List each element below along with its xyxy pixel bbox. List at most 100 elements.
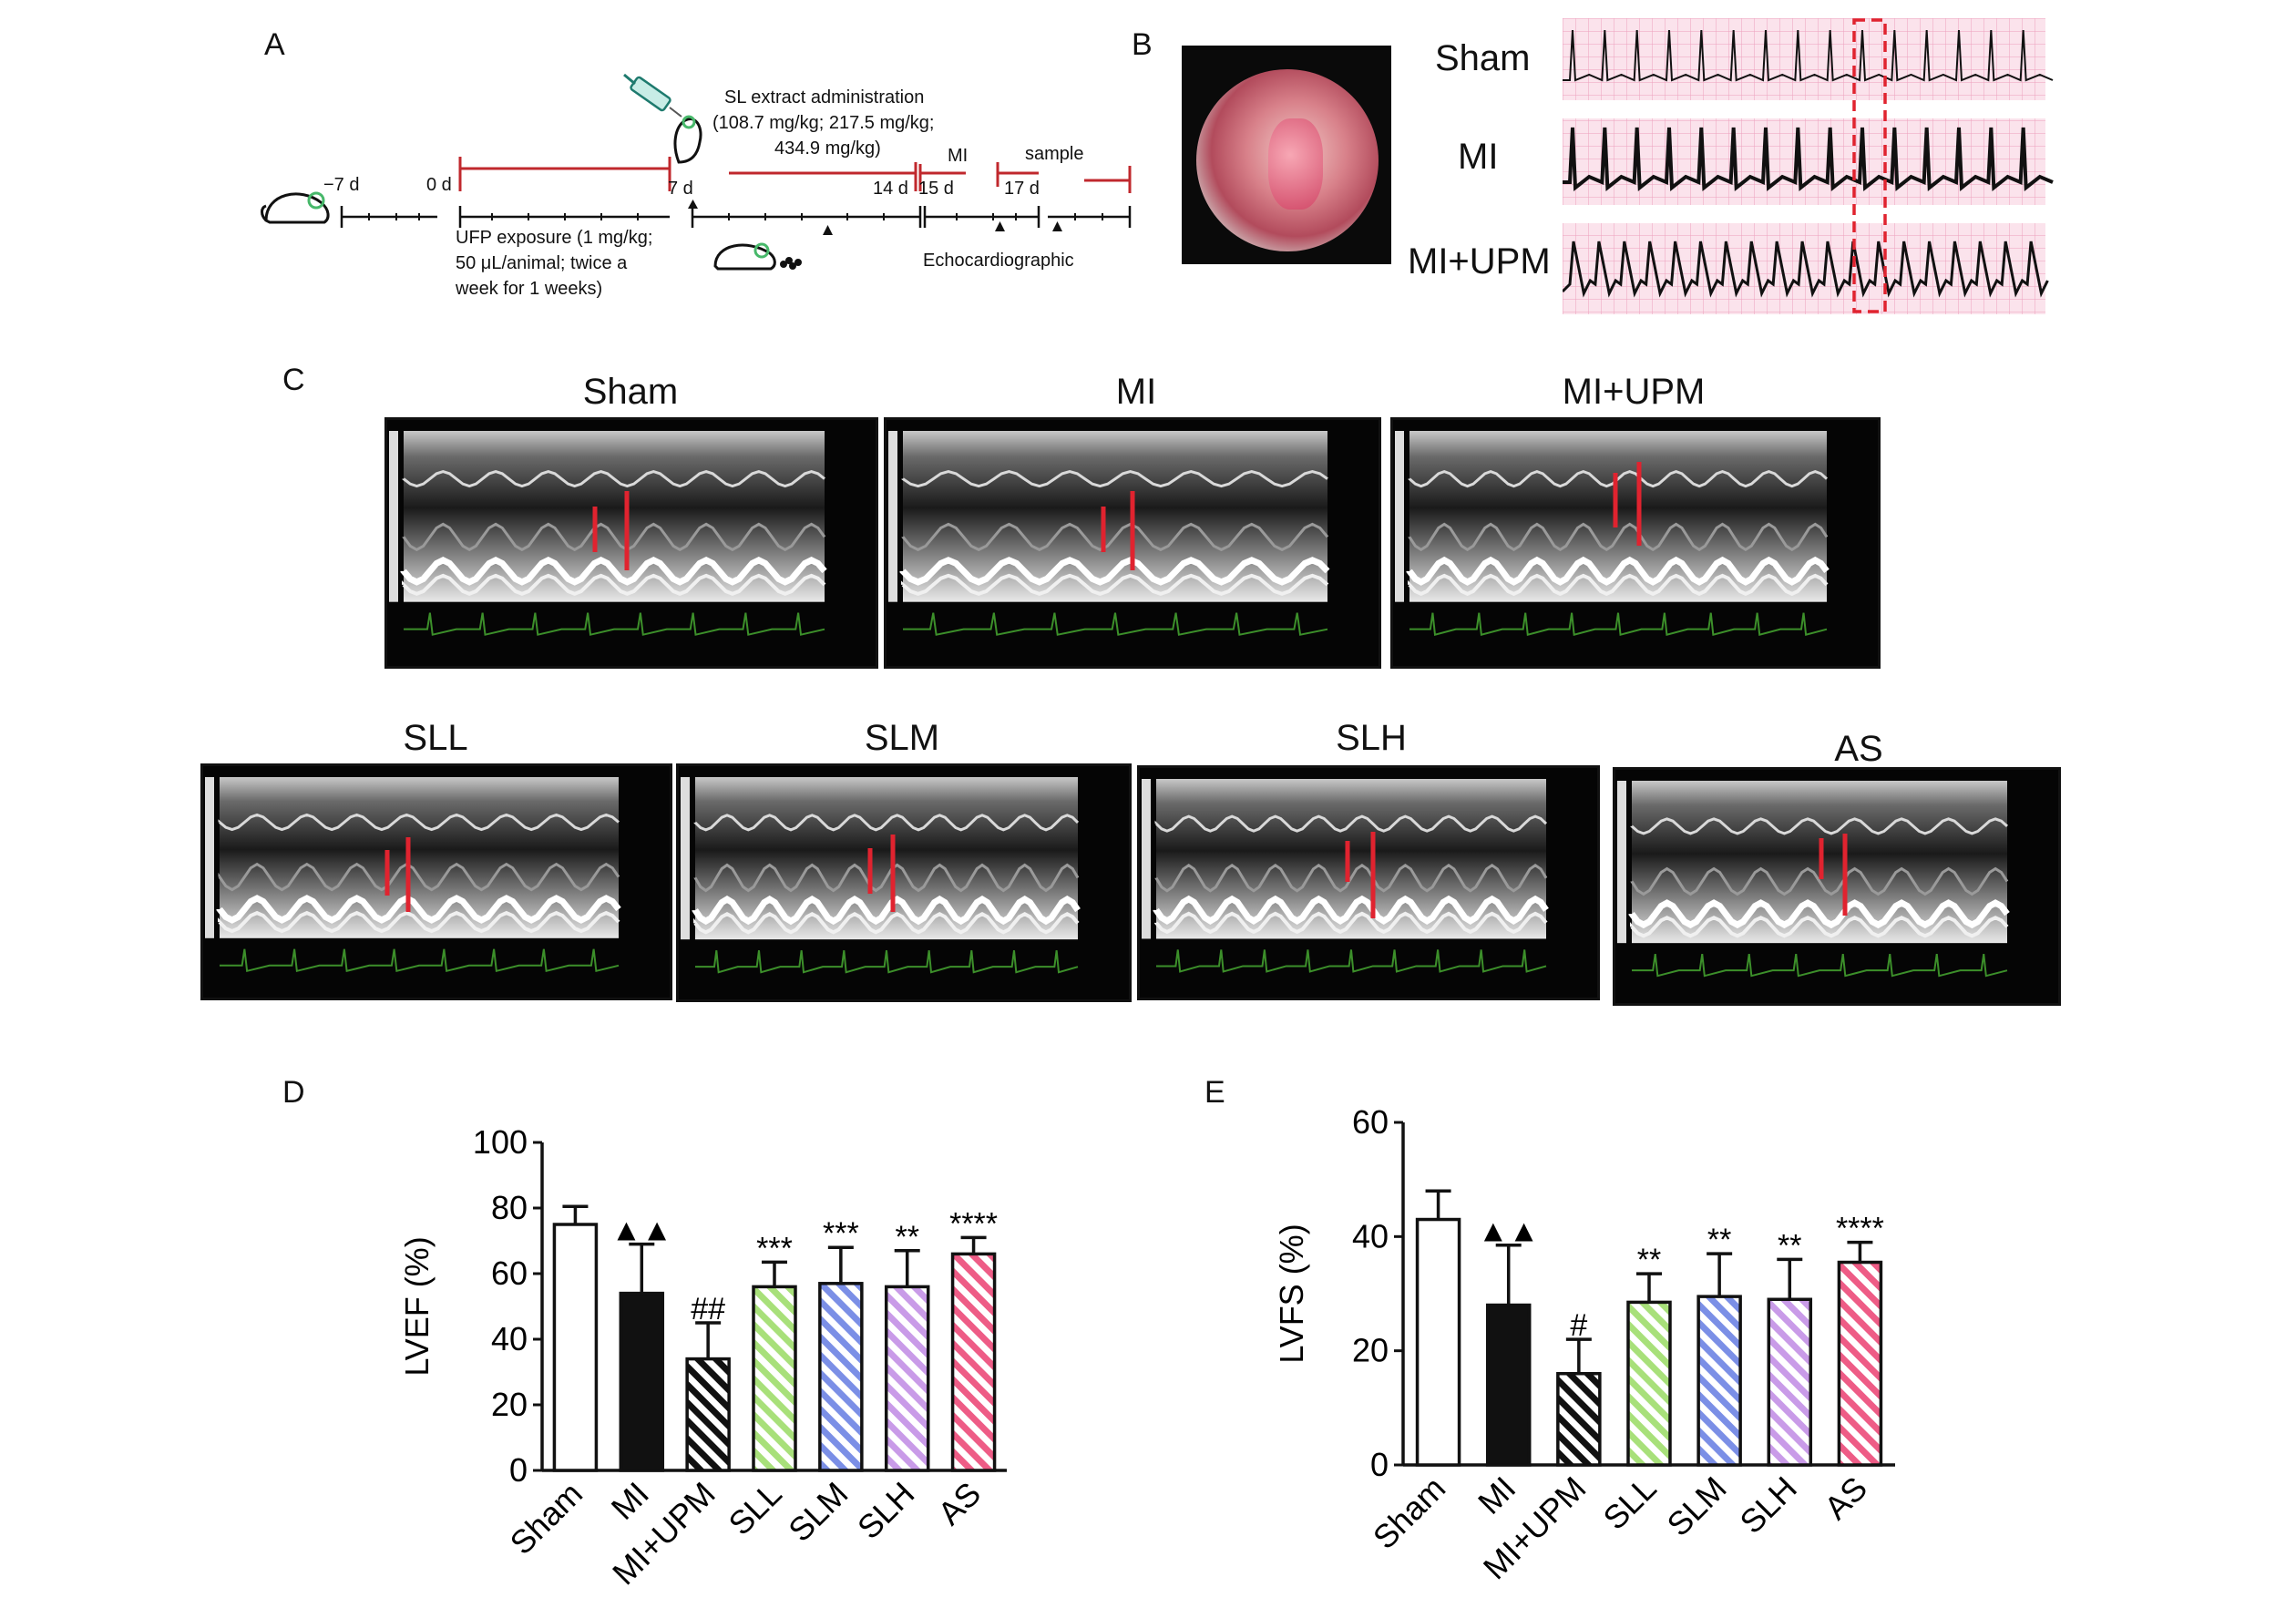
bar xyxy=(619,1291,665,1472)
ecg-row-label: MI xyxy=(1458,137,1499,177)
x-tick-label: AS xyxy=(930,1475,988,1532)
significance-label: ▲▲ xyxy=(611,1214,672,1248)
x-tick-label: AS xyxy=(1817,1470,1874,1527)
bar xyxy=(1415,1217,1461,1467)
x-tick-label: MI xyxy=(604,1475,656,1527)
echo-ecg-trace xyxy=(1632,954,2008,978)
echo-ecg-trace xyxy=(903,612,1328,636)
mouse-feeding-icon xyxy=(713,242,802,271)
echo-title: SLL xyxy=(403,718,468,758)
day-label: 17 d xyxy=(1004,179,1040,199)
x-tick-label: SLH xyxy=(850,1475,922,1547)
y-tick-label: 60 xyxy=(491,1254,528,1292)
bar xyxy=(1767,1297,1813,1467)
y-tick-label: 0 xyxy=(509,1451,528,1489)
bar xyxy=(552,1223,599,1472)
echo-mmode-image xyxy=(384,417,878,669)
ecg-strip-mi xyxy=(1563,118,2045,205)
ufp-text-line3: week for 1 weeks) xyxy=(456,279,603,299)
ufp-text-line2: 50 μL/animal; twice a xyxy=(456,253,628,273)
ecg-row-label: MI+UPM xyxy=(1408,241,1551,282)
mi-label: MI xyxy=(948,146,969,166)
echo-ecg-trace xyxy=(1409,612,1828,636)
echo-mmode-image xyxy=(1613,767,2061,1006)
day-label: 7 d xyxy=(668,179,693,199)
echo-ecg-trace xyxy=(220,948,620,973)
mouse-head-icon xyxy=(673,115,702,164)
echo-mmode-image xyxy=(200,763,672,1000)
ecg-trace xyxy=(1563,127,2054,191)
day-label: 0 d xyxy=(426,175,452,195)
highlight-box xyxy=(1852,18,1887,313)
extract-doses-line1: (108.7 mg/kg; 217.5 mg/kg; xyxy=(712,113,935,133)
echo-mmode-image xyxy=(1390,417,1881,669)
y-tick-label: 40 xyxy=(1352,1217,1389,1254)
x-tick-label: SLM xyxy=(781,1475,855,1549)
echo-title: MI xyxy=(1115,372,1157,412)
significance-label: ** xyxy=(1778,1228,1801,1263)
surgery-photo xyxy=(1182,46,1391,264)
panel-letter-d: D xyxy=(282,1075,305,1110)
ecg-strip-mi-upm xyxy=(1563,223,2045,314)
echo-ecg-trace xyxy=(695,950,1079,974)
bar xyxy=(884,1285,930,1472)
panel-letter-b: B xyxy=(1132,27,1153,62)
ecg-strips xyxy=(1563,18,2054,314)
x-tick-label: SLL xyxy=(721,1475,788,1542)
bar xyxy=(1837,1260,1883,1467)
significance-label: ** xyxy=(1637,1243,1661,1277)
day-label: −7 d xyxy=(323,175,360,195)
significance-label: *** xyxy=(756,1231,793,1265)
y-tick-label: 0 xyxy=(1370,1446,1389,1483)
echo-mmode-image xyxy=(1137,765,1600,1000)
echo-mmode-image xyxy=(676,763,1132,1002)
ecg-row-label: Sham xyxy=(1435,38,1531,78)
bar xyxy=(1485,1303,1532,1467)
ecg-trace xyxy=(1563,241,2049,298)
y-axis-label: LVEF (%) xyxy=(398,1236,436,1376)
significance-label: ## xyxy=(691,1292,725,1326)
echo-ecg-trace xyxy=(404,612,825,636)
ecg-strip-sham xyxy=(1563,18,2045,100)
bar xyxy=(950,1252,997,1472)
significance-label: **** xyxy=(949,1206,998,1241)
panel-letter-a: A xyxy=(264,27,285,62)
echo-label: Echocardiographic xyxy=(923,251,1074,271)
day-label: 14 d xyxy=(873,179,908,199)
significance-label: *** xyxy=(823,1216,859,1251)
y-tick-label: 60 xyxy=(1352,1103,1389,1141)
y-tick-label: 20 xyxy=(491,1386,528,1423)
ufp-text-line1: UFP exposure (1 mg/kg; xyxy=(456,228,653,248)
bar xyxy=(1556,1371,1602,1467)
extract-doses-line2: 434.9 mg/kg) xyxy=(774,138,881,159)
timeline-diagram xyxy=(261,73,1132,271)
x-tick-label: MI xyxy=(1471,1470,1522,1521)
x-tick-label: SLL xyxy=(1595,1470,1663,1537)
echo-title: SLH xyxy=(1336,718,1407,758)
echo-title: AS xyxy=(1834,729,1883,769)
y-axis-label: LVFS (%) xyxy=(1273,1224,1310,1363)
echo-title: Sham xyxy=(582,372,679,412)
bar xyxy=(1696,1295,1742,1467)
y-tick-label: 80 xyxy=(491,1189,528,1226)
echo-title: MI+UPM xyxy=(1562,372,1706,412)
echo-ecg-trace xyxy=(1156,949,1547,973)
significance-label: # xyxy=(1570,1308,1587,1343)
marker-triangle xyxy=(688,200,698,209)
extract-title: SL extract administration xyxy=(724,87,925,108)
significance-label: ▲▲ xyxy=(1478,1214,1539,1249)
panel-letter-c: C xyxy=(282,363,305,397)
bar xyxy=(818,1282,864,1472)
y-tick-label: 40 xyxy=(491,1320,528,1357)
bar xyxy=(1626,1300,1672,1467)
bar xyxy=(752,1285,797,1472)
significance-label: **** xyxy=(1836,1212,1884,1246)
sample-label: sample xyxy=(1025,144,1084,164)
y-tick-label: 20 xyxy=(1352,1332,1389,1369)
bar xyxy=(685,1357,731,1472)
y-tick-label: 100 xyxy=(473,1123,528,1161)
day-label: 15 d xyxy=(918,179,954,199)
echo-title: SLM xyxy=(864,718,940,758)
